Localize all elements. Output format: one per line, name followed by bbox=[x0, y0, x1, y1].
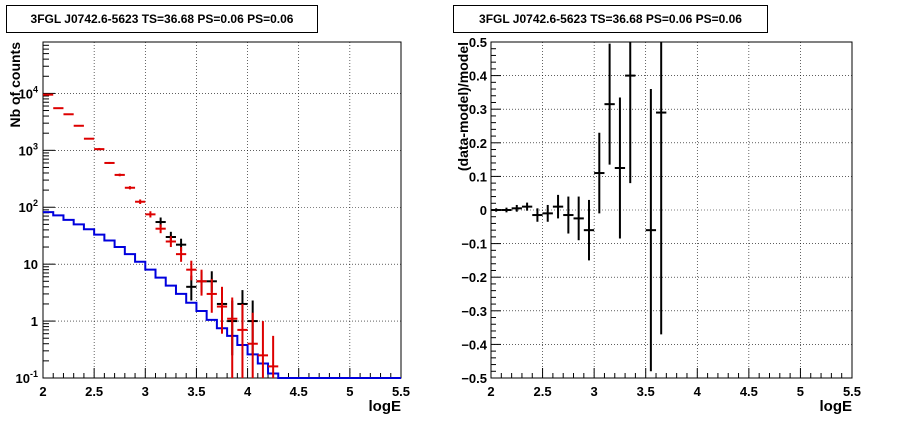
x-tick-label: 4 bbox=[244, 384, 252, 399]
x-tick-label: 5.5 bbox=[392, 384, 410, 399]
data-point-red bbox=[124, 186, 136, 190]
counts-chart: 2 2.5 3 3.5 4 4.5 5 5.5 10-1 1 10 102 103 104 logE Nb o… bbox=[7, 41, 410, 415]
data-point-red bbox=[155, 224, 166, 234]
y-tick-label: 10 bbox=[24, 257, 38, 272]
data-point-red bbox=[227, 297, 238, 378]
x-tick-label: 4 bbox=[694, 384, 702, 399]
residual-point bbox=[563, 196, 574, 234]
data-point-red bbox=[94, 147, 105, 151]
residual-point bbox=[511, 204, 522, 212]
data-point-red bbox=[104, 161, 115, 165]
residual-point bbox=[491, 208, 502, 212]
y-tick-label: −0.2 bbox=[461, 270, 487, 285]
x-tick-label: 4.5 bbox=[290, 384, 308, 399]
chart-title-right: 3FGL J0742.6-5623 TS=36.68 PS=0.06 PS=0.… bbox=[453, 5, 768, 33]
residual-point bbox=[656, 42, 667, 335]
residual-point bbox=[583, 199, 595, 261]
data-point-red bbox=[114, 173, 125, 177]
y-tick-label: 0.3 bbox=[469, 102, 487, 117]
residual-point bbox=[573, 196, 584, 241]
x-tick-label: 5.5 bbox=[843, 384, 861, 399]
y-tick-label: −0.4 bbox=[461, 337, 487, 352]
y-tick-label: 10-1 bbox=[16, 369, 38, 386]
model-step-line bbox=[43, 211, 401, 379]
x-tick-label: 2.5 bbox=[85, 384, 103, 399]
data-point-red bbox=[257, 321, 269, 378]
y-tick-label: −0.3 bbox=[461, 304, 487, 319]
x-axis-label: logE bbox=[820, 398, 853, 415]
x-tick-label: 3 bbox=[142, 384, 149, 399]
y-axis-label: Nb of counts bbox=[7, 42, 23, 128]
y-tick-label: −0.1 bbox=[461, 237, 487, 252]
x-tick-label: 5 bbox=[797, 384, 804, 399]
residual-point bbox=[645, 89, 657, 372]
y-tick-label: 103 bbox=[19, 141, 38, 158]
data-point-red bbox=[247, 312, 258, 378]
data-point-red bbox=[145, 211, 156, 218]
x-tick-label: 2 bbox=[39, 384, 46, 399]
data-point-red bbox=[206, 278, 217, 313]
x-tick-label: 3.5 bbox=[637, 384, 655, 399]
data-point-red bbox=[268, 335, 279, 378]
y-tick-label: 0 bbox=[480, 203, 487, 218]
x-tick-label: 3 bbox=[591, 384, 598, 399]
residual-point bbox=[552, 194, 564, 219]
data-point-red bbox=[186, 260, 197, 281]
data-point-red bbox=[165, 236, 176, 248]
x-tick-label: 2 bbox=[487, 384, 494, 399]
x-tick-label: 5 bbox=[346, 384, 353, 399]
y-tick-label: 102 bbox=[19, 198, 38, 215]
data-point-red bbox=[237, 303, 248, 378]
residual-point bbox=[501, 207, 512, 213]
y-tick-label: 1 bbox=[31, 314, 38, 329]
data-point-red bbox=[216, 286, 228, 334]
chart-title-left: 3FGL J0742.6-5623 TS=36.68 PS=0.06 PS=0.… bbox=[6, 5, 318, 33]
residuals-chart: 2 2.5 3 3.5 4 4.5 5 5.5 −0.5 −0.4 −0.3 −0.2 −0.1 0 0.1… bbox=[455, 35, 861, 415]
data-point-red bbox=[135, 199, 146, 205]
residual-point bbox=[521, 202, 533, 211]
residual-point bbox=[604, 43, 615, 165]
y-axis-label: (data-model)/model bbox=[455, 42, 471, 171]
y-tick-label: 0.4 bbox=[469, 69, 488, 84]
residual-point bbox=[614, 97, 626, 239]
x-tick-label: 2.5 bbox=[534, 384, 552, 399]
y-tick-label: 0.1 bbox=[469, 169, 487, 184]
y-tick-label: 0.2 bbox=[469, 136, 487, 151]
y-tick-label: 0.5 bbox=[469, 35, 487, 50]
x-axis-label: logE bbox=[369, 398, 402, 415]
y-tick-label: −0.5 bbox=[461, 371, 487, 386]
residual-point bbox=[532, 208, 543, 222]
residual-point bbox=[594, 132, 605, 214]
data-point-red bbox=[175, 247, 187, 262]
residual-point bbox=[625, 42, 636, 184]
data-point-red bbox=[196, 269, 207, 296]
x-tick-label: 3.5 bbox=[187, 384, 205, 399]
y-tick-label: 104 bbox=[19, 84, 38, 101]
x-tick-label: 4.5 bbox=[740, 384, 758, 399]
residual-point bbox=[542, 204, 553, 222]
